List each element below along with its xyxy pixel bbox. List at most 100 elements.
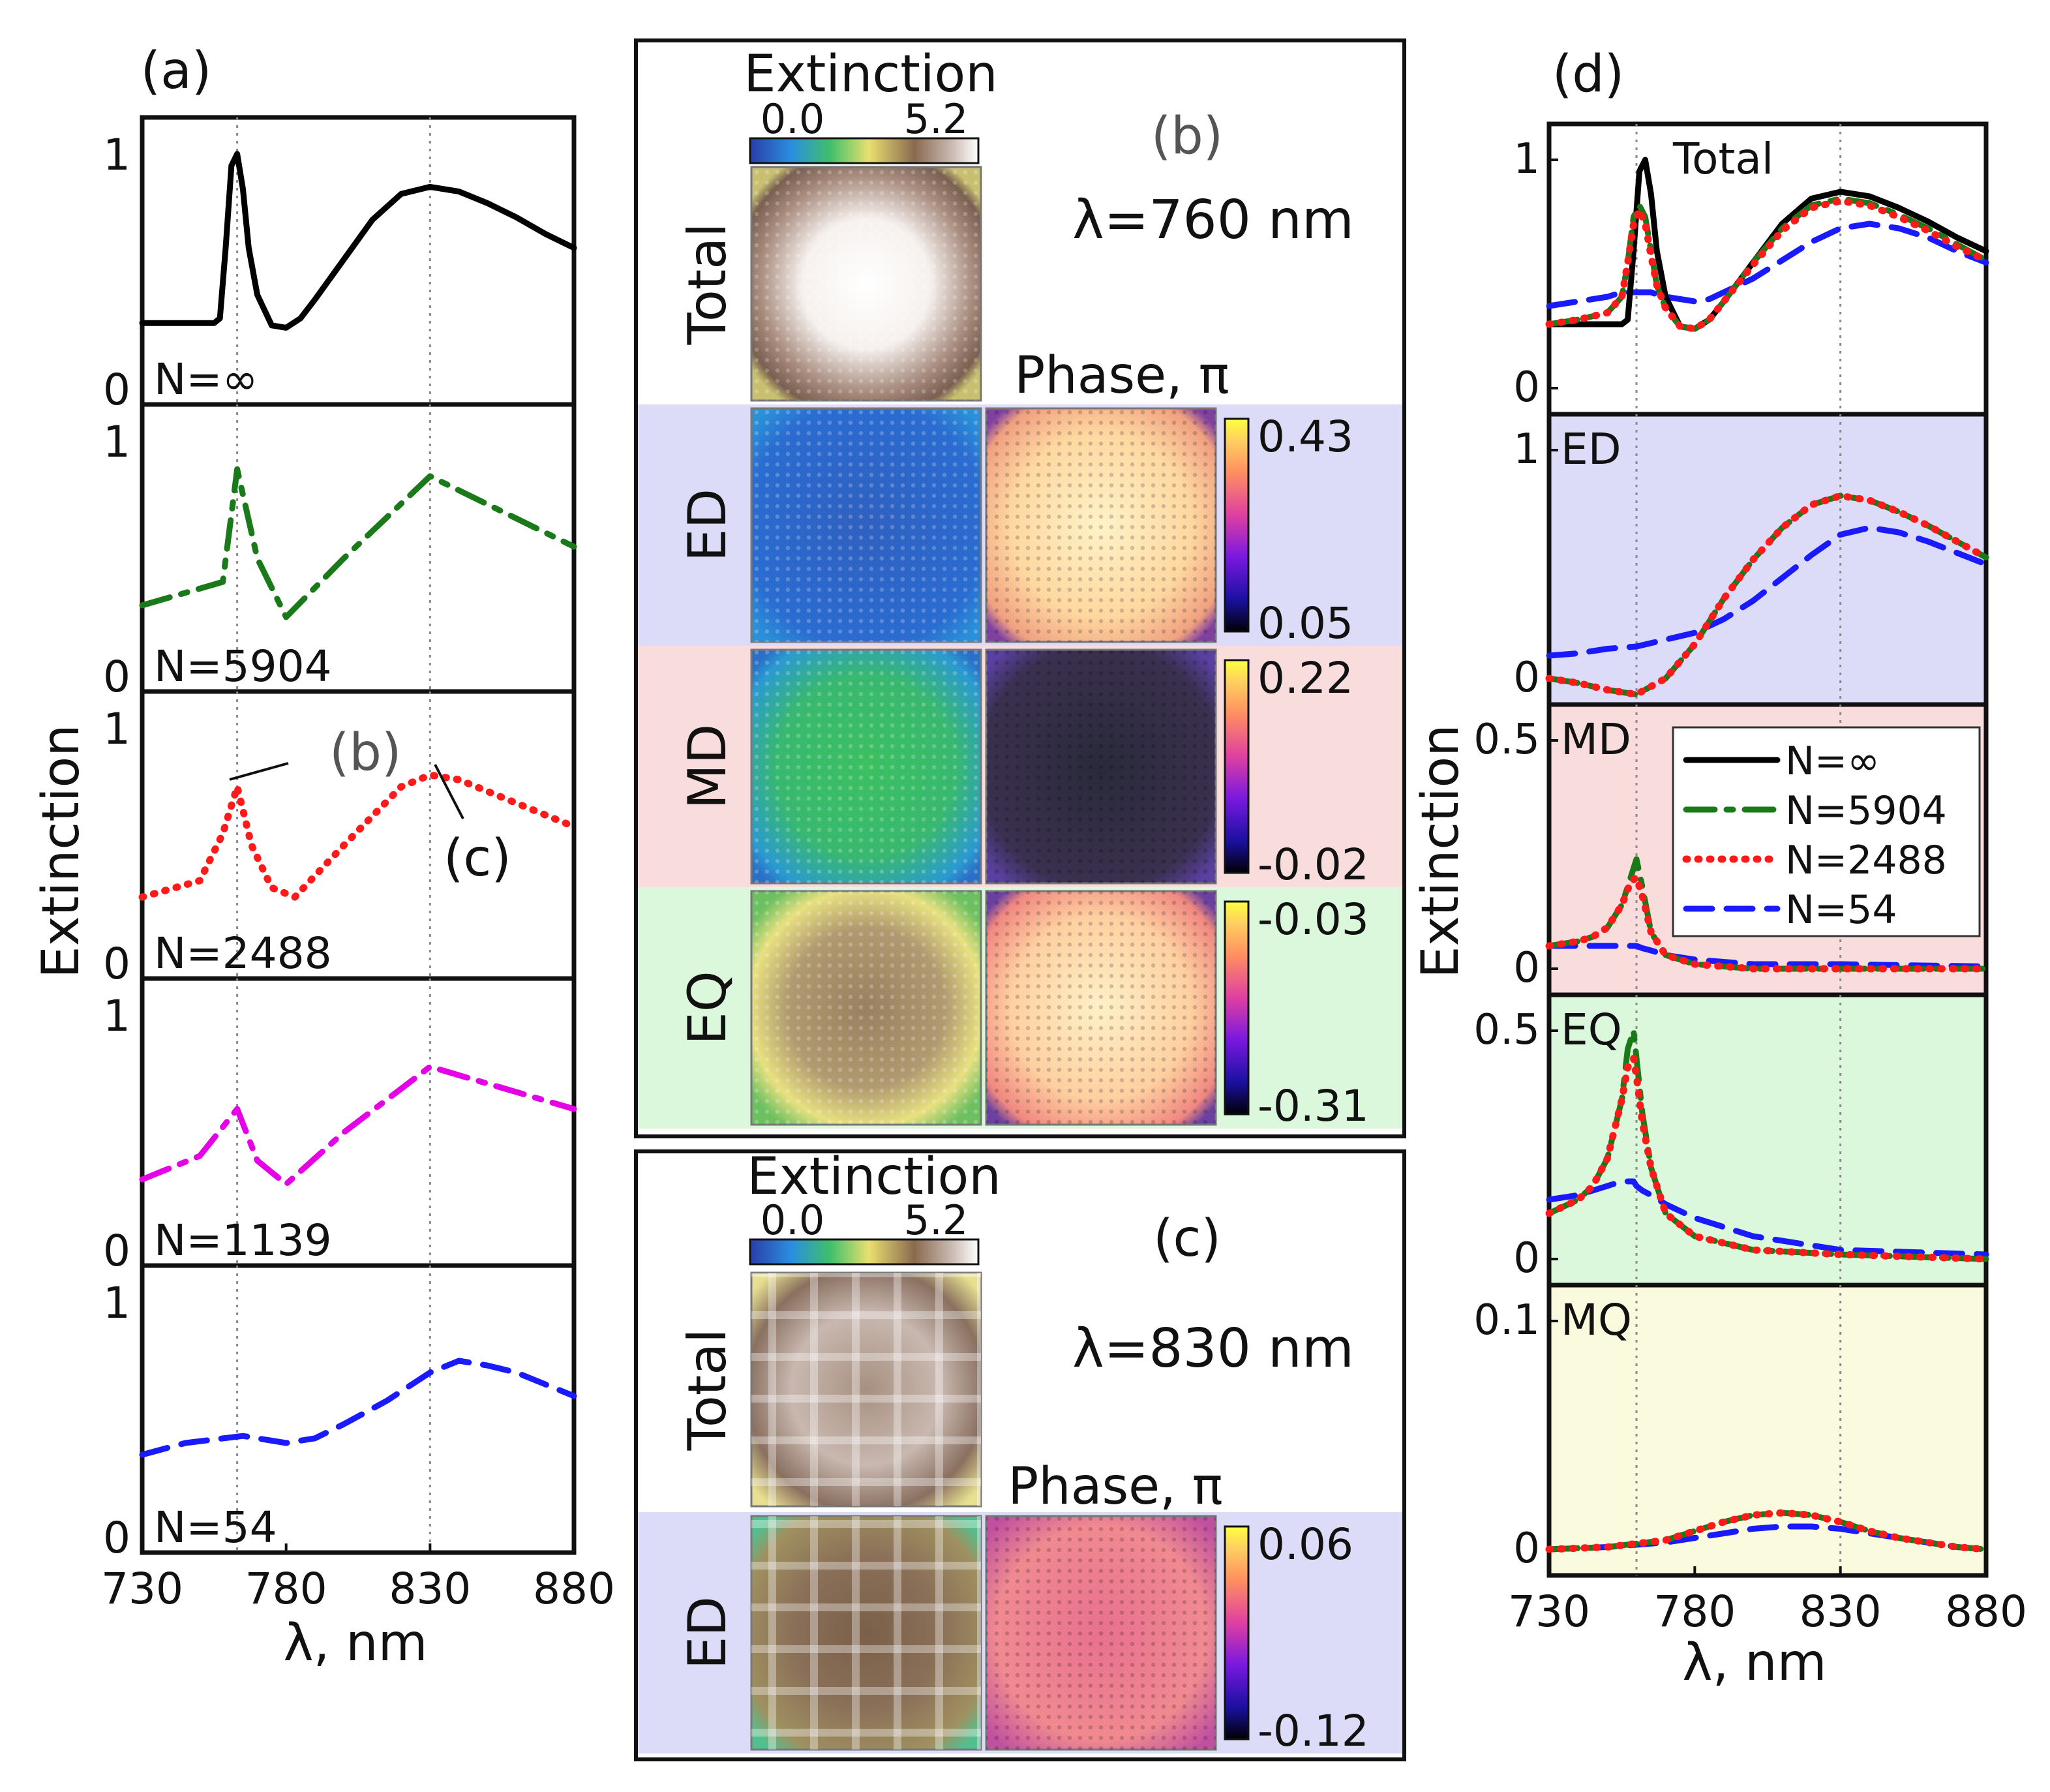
x-tick-label: 780: [245, 1564, 327, 1614]
lattice-texture: [751, 650, 981, 883]
y-tick-label: 0: [1513, 944, 1540, 992]
panel-b-ext-title: Extinction: [744, 45, 997, 104]
y-tick-label: 0: [1513, 363, 1540, 412]
y-tick-label: 0: [103, 365, 130, 415]
y-tick-label: 1: [1513, 135, 1540, 183]
phase-min-label: -0.02: [1258, 840, 1369, 890]
lattice-texture: [751, 1516, 981, 1750]
panel-c: Extinction 0.0 5.2 (c) λ=830 nm Phase, π…: [634, 1147, 1406, 1761]
y-tick-label: 1: [103, 417, 130, 467]
legend-entry: N=54: [1785, 887, 1897, 933]
x-tick-label: 730: [101, 1564, 183, 1614]
panel-d-subplot: 0 0.5 EQ: [1473, 992, 1990, 1288]
subplot-label: MD: [1561, 714, 1631, 765]
series-line: [1545, 197, 1990, 333]
lattice-texture: [986, 1516, 1216, 1750]
lattice-texture: [986, 408, 1216, 642]
annotation-c-label: (c): [444, 829, 511, 888]
series-line: [1546, 220, 1989, 309]
legend-entry: N=2488: [1785, 838, 1947, 883]
y-tick-label: 0.5: [1473, 716, 1540, 764]
y-tick-label: 0: [103, 1513, 130, 1563]
series-line: [139, 151, 577, 331]
panel-c-wavelength: λ=830 nm: [1072, 1318, 1354, 1380]
y-tick-label: 0: [1513, 1525, 1540, 1573]
panel-b-cbar-min: 0.0: [761, 95, 825, 143]
lattice-texture: [986, 891, 1216, 1125]
y-tick-label: 0: [1513, 654, 1540, 702]
panel-c-phase-title: Phase, π: [1008, 1457, 1222, 1516]
y-tick-label: 0.5: [1473, 1006, 1540, 1054]
panel-d-axes-frame: [1546, 412, 1989, 707]
panel-a-label: (a): [141, 42, 212, 100]
y-tick-label: 1: [103, 704, 130, 754]
y-tick-label: 0: [103, 939, 130, 989]
series-line: [1545, 873, 1990, 973]
y-tick-label: 0: [1513, 1234, 1540, 1283]
lattice-texture: [986, 650, 1216, 883]
series-line: [139, 1358, 577, 1458]
row-label: EQ: [677, 971, 738, 1045]
panel-a-subplot: 0 1 N=54: [103, 1263, 577, 1563]
panel-a: (a) Extinction 01N=∞01N=590401N=248801N=…: [32, 42, 615, 1673]
row-label: MD: [677, 724, 738, 810]
series-line: [139, 1063, 577, 1187]
x-tick-label: 830: [1800, 1587, 1882, 1637]
lattice-texture: [751, 167, 981, 401]
phase-max-label: 0.22: [1258, 653, 1353, 703]
panel-b-cbar-max: 5.2: [904, 95, 969, 143]
y-tick-label: 0.1: [1473, 1296, 1540, 1344]
panel-d-label: (d): [1552, 45, 1624, 104]
panel-c-ext-colorbar: [749, 1238, 980, 1266]
legend-entry: N=5904: [1785, 788, 1947, 834]
annotation-b-label: (b): [329, 723, 401, 782]
panel-c-ext-title: Extinction: [747, 1147, 1001, 1206]
row-label: ED: [677, 489, 738, 562]
phase-colorbar: [1224, 659, 1250, 874]
panel-b-ext-colorbar: [749, 137, 980, 164]
y-tick-label: 1: [103, 130, 130, 180]
x-tick-label: 880: [533, 1564, 615, 1614]
subplot-label: MQ: [1561, 1295, 1632, 1345]
panel-a-subplot: 0 1 N=1139: [103, 976, 577, 1276]
lattice-texture: [751, 891, 981, 1125]
subplot-label: EQ: [1561, 1005, 1622, 1055]
panel-a-subplot: 0 1 N=5904: [103, 402, 577, 702]
series-line: [1546, 943, 1989, 969]
panel-b: Extinction 0.0 5.2 (b) λ=760 nm Phase, π…: [634, 38, 1406, 1138]
phase-max-label: 0.43: [1258, 412, 1353, 462]
phase-colorbar: [1224, 1525, 1250, 1740]
y-tick-label: 1: [103, 1278, 130, 1328]
x-tick-label: 880: [1945, 1587, 2027, 1637]
legend-entry: N=∞: [1785, 738, 1880, 784]
row-label: ED: [677, 1596, 738, 1669]
series-line: [138, 771, 578, 901]
panel-a-ylabel: Extinction: [32, 724, 91, 978]
x-tick-label: 830: [389, 1564, 471, 1614]
panel-a-subplot: 0 1 N=∞: [103, 115, 577, 415]
row-label: Total: [677, 1329, 738, 1451]
series-line: [1545, 1054, 1990, 1263]
phase-colorbar: [1224, 900, 1250, 1116]
series-label: N=∞: [154, 354, 258, 404]
y-tick-label: 1: [1513, 425, 1540, 474]
panel-a-xlabel: λ, nm: [283, 1614, 427, 1673]
x-tick-label: 780: [1653, 1587, 1736, 1637]
panel-d-ylabel: Extinction: [1411, 724, 1470, 978]
lattice-texture: [751, 1273, 981, 1506]
lattice-texture: [751, 408, 981, 642]
x-tick-label: 730: [1508, 1587, 1590, 1637]
series-line: [1546, 1178, 1989, 1258]
phase-min-label: -0.12: [1258, 1706, 1369, 1756]
phase-max-label: -0.03: [1258, 894, 1369, 945]
panel-d-subplot: 0 0.1 MQ: [1473, 1283, 1990, 1578]
subplot-label: ED: [1561, 424, 1621, 474]
phase-min-label: 0.05: [1258, 598, 1353, 648]
panel-c-cbar-min: 0.0: [761, 1196, 825, 1244]
panel-a-axes-frame: [140, 115, 577, 407]
panel-b-wavelength: λ=760 nm: [1072, 189, 1354, 251]
phase-colorbar: [1224, 418, 1250, 633]
